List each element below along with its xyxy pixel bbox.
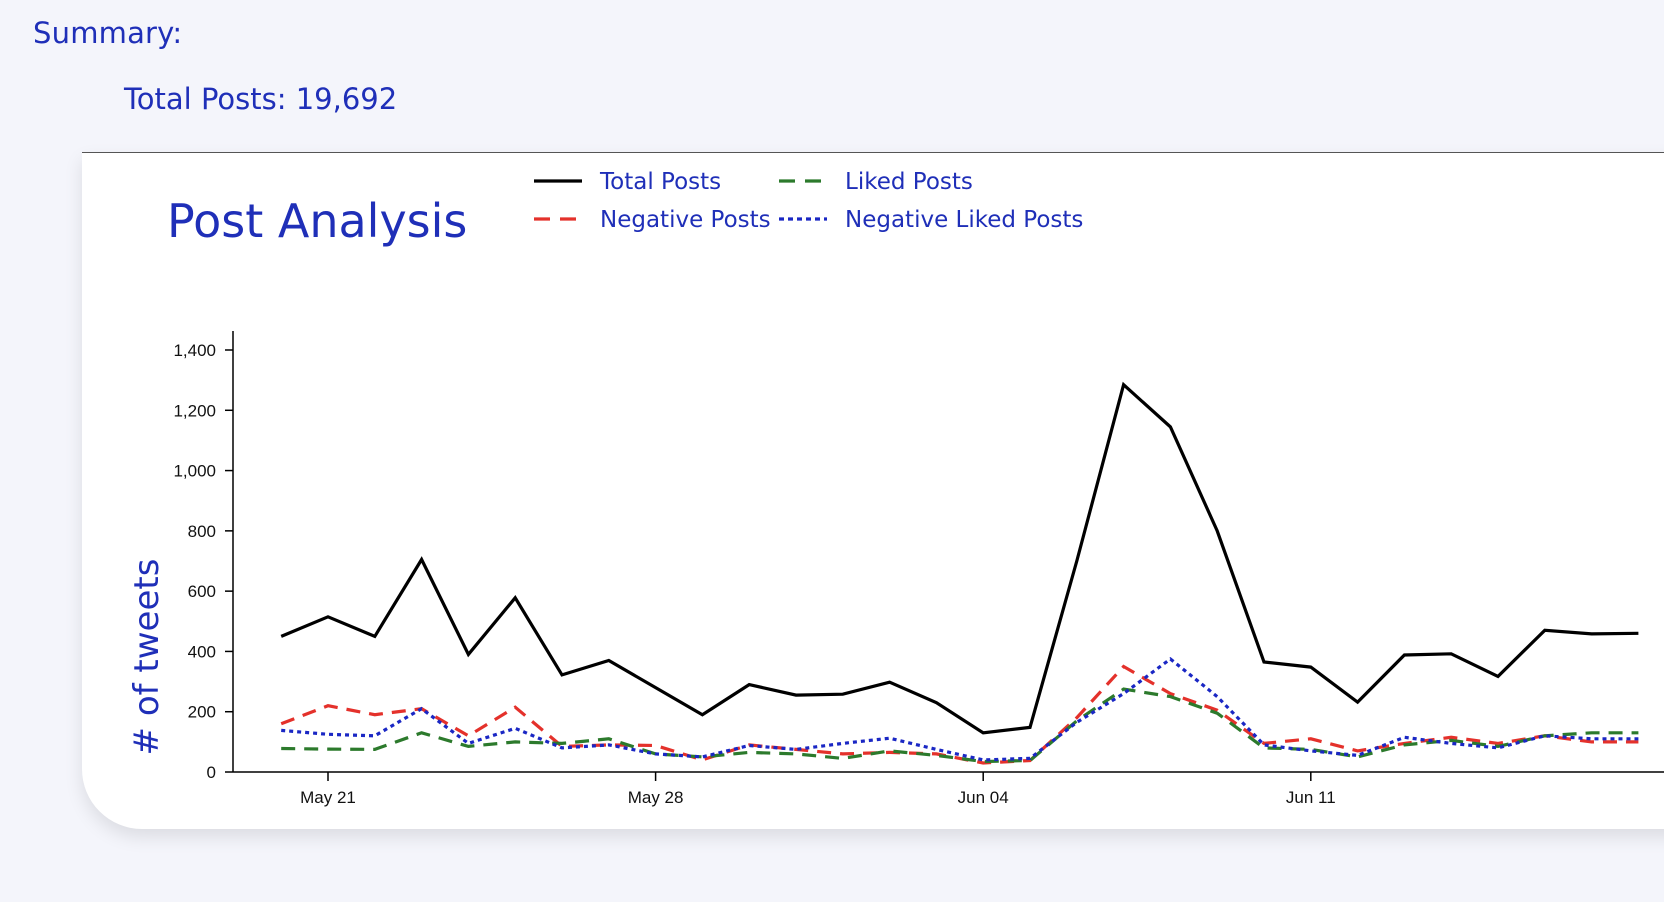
legend-item-total-posts: Total Posts [534,169,721,195]
total-posts-value: 19,692 [295,82,398,116]
chart-title: Post Analysis [167,194,467,248]
y-axis-label: # of tweets [127,559,167,756]
legend-label: Liked Posts [845,169,973,195]
legend-item-liked-posts: Liked Posts [779,169,973,195]
y-tick-label: 1,000 [173,462,216,481]
post-analysis-chart: Post Analysis Total Posts Liked Posts Nega… [127,169,1664,807]
y-tick-label: 600 [188,582,216,601]
series-line-negative-posts [280,664,1639,765]
x-tick-label: Jun 11 [1286,788,1336,807]
legend-label: Total Posts [599,169,721,195]
chart-series [280,381,1639,765]
total-posts-label: Total Posts: [124,82,287,116]
legend-label: Negative Posts [600,207,771,233]
y-tick-label: 0 [207,763,216,782]
legend-item-negative-posts: Negative Posts [534,207,771,233]
y-tick-label: 800 [188,522,216,541]
x-tick-label: Jun 04 [958,788,1009,807]
legend-label: Negative Liked Posts [845,207,1083,233]
chart-axes: 0 200 400 600 800 1,000 1,200 1,400 May 21 May 28… [173,331,1664,807]
y-tick-label: 1,200 [173,401,216,420]
y-tick-label: 200 [188,703,216,722]
x-tick-label: May 21 [300,788,356,807]
legend-item-negative-liked-posts: Negative Liked Posts [779,207,1083,233]
x-tick-label: May 28 [628,788,684,807]
summary-heading: Summary: [33,16,183,50]
chart-legend: Total Posts Liked Posts Negative Posts Nega… [534,169,1083,233]
chart-card: Post Analysis Total Posts Liked Posts Nega… [82,152,1664,829]
total-posts-line: Total Posts: 19,692 [124,82,397,116]
series-line-total-posts [280,381,1639,735]
y-tick-label: 400 [188,642,216,661]
y-tick-label: 1,400 [173,341,216,360]
series-line-liked-posts [281,687,1639,764]
